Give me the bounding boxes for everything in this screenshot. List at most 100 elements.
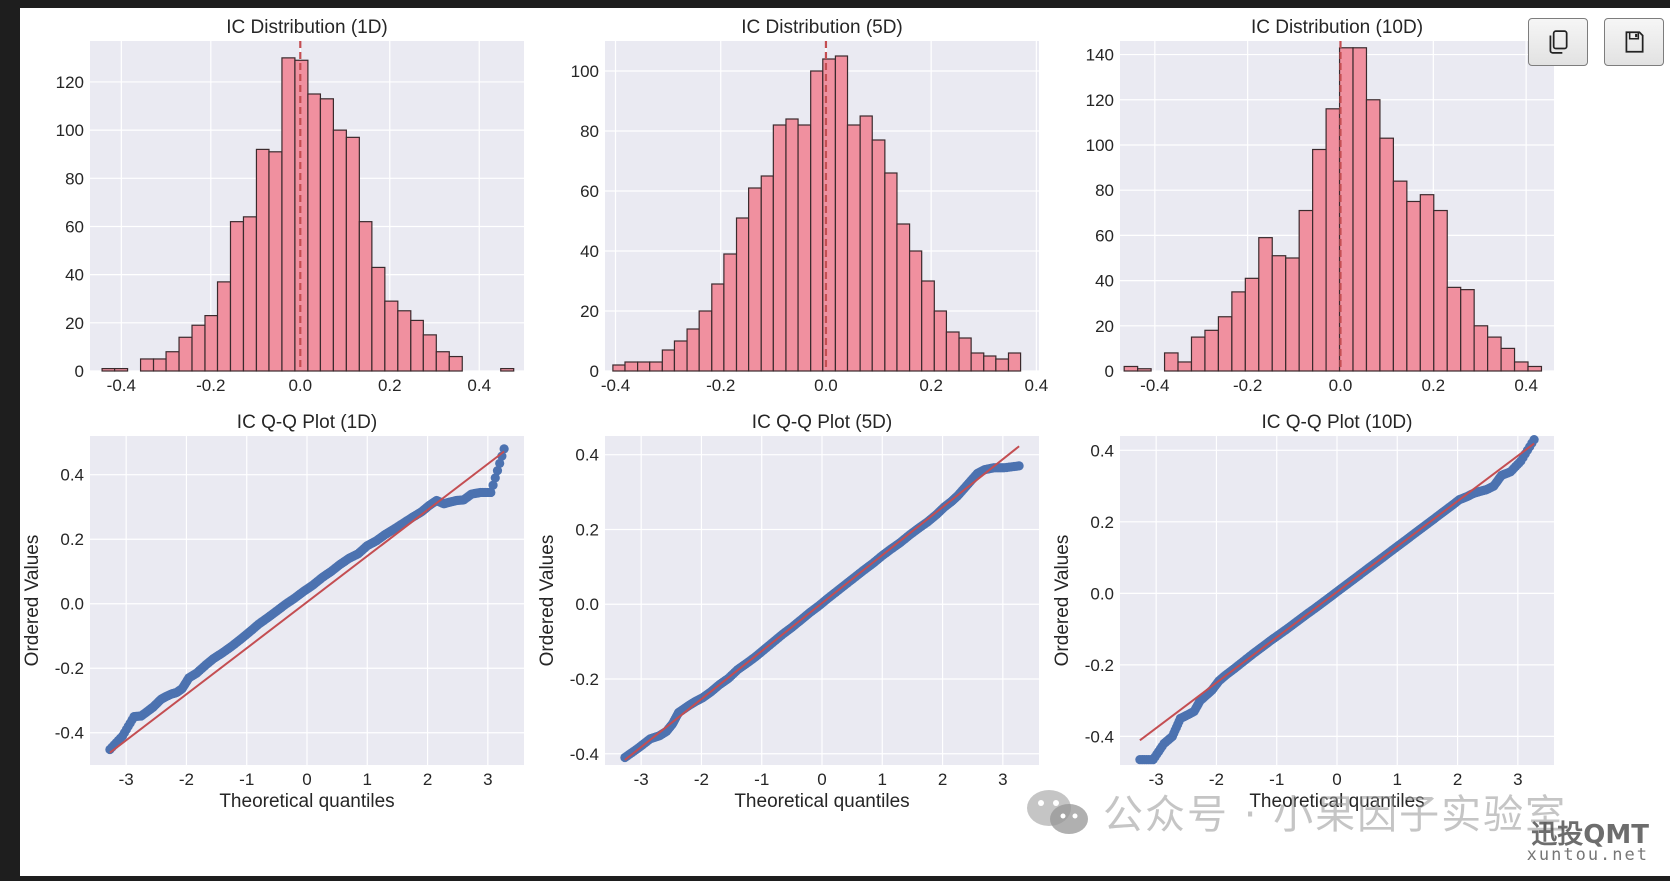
qq-fit-line [109,450,505,754]
x-tick-label: 0 [817,770,826,789]
y-tick-label: 100 [1086,136,1114,155]
y-tick-label: 40 [1095,272,1114,291]
x-tick-label: 0.4 [467,376,491,395]
x-tick-label: -0.4 [107,376,136,395]
histogram-bar [760,175,774,372]
histogram-bar [1177,361,1193,372]
histogram-bar [384,300,399,372]
histogram-bar [422,334,437,372]
qq-point [492,466,503,476]
histogram-bar [1298,209,1314,372]
y-tick-label: 100 [571,62,599,81]
x-tick-label: -1 [754,770,769,789]
histogram-bar [661,349,676,372]
histogram-bar [983,355,997,372]
histogram-bar [1352,47,1368,372]
histogram-bar [500,367,515,372]
chart-title: IC Q-Q Plot (1D) [237,412,377,433]
histogram-bar [970,352,985,372]
y-tick-label: -0.4 [1085,727,1114,746]
x-tick-label: -1 [1269,770,1284,789]
x-axis-label: Theoretical quantiles [1249,791,1424,812]
subplot-1: -0.4 -0.2 0.0 0.2 0.4 0 20 40 60 80 100 120 IC Distr… [56,17,524,395]
histogram-bar [785,118,799,372]
x-axis-label: Theoretical quantiles [734,791,909,812]
histogram-bar [995,358,1010,372]
histogram-bar [711,283,725,372]
histogram-bar [637,361,651,372]
chart-title: IC Distribution (5D) [741,17,903,38]
x-tick-label: -0.2 [1233,376,1262,395]
histogram-bar [1217,316,1233,372]
y-tick-label: -0.2 [55,659,84,678]
y-tick-label: 0 [1105,362,1114,381]
copy-icon [1549,30,1568,54]
x-tick-label: 3 [1513,770,1522,789]
qq-point [486,487,496,498]
output-toolbar [1528,18,1664,66]
histogram-bar [1392,180,1408,372]
histogram-bar [1190,336,1206,372]
y-tick-label: 100 [56,121,84,140]
y-tick-label: 0.2 [60,530,84,549]
y-tick-label: 0 [75,362,84,381]
histogram-bar [673,340,688,372]
x-tick-label: 0.0 [814,376,838,395]
qq-fit-line [1139,442,1535,742]
x-tick-label: 3 [483,770,492,789]
save-button[interactable] [1604,18,1664,66]
histogram-bar [410,319,424,372]
y-axis-label: Ordered Values [22,535,43,667]
chart-title: IC Distribution (10D) [1251,17,1423,38]
histogram-bar [859,115,873,372]
y-tick-label: 0.4 [1090,441,1114,460]
histogram-bar [698,310,713,372]
histogram-bar [139,358,155,372]
histogram-bar [612,364,626,372]
histogram-bar [1365,99,1381,372]
x-tick-label: 0.4 [1025,376,1049,395]
subplot-5: -3 -2 -1 0 1 2 3 -0.4 -0.2 0.0 0.2 0.4 IC Q-Q Plot (… [537,412,1039,812]
histogram-bar [1325,108,1341,372]
x-tick-label: 2 [1453,770,1462,789]
histogram-bar [268,151,283,372]
chart-title: IC Q-Q Plot (10D) [1262,412,1413,433]
x-tick-label: -0.2 [196,376,225,395]
y-tick-label: 120 [56,73,84,92]
x-tick-label: 2 [423,770,432,789]
histogram-bar [1244,277,1260,372]
histogram-bar [435,351,450,372]
histogram-bar [1500,347,1516,372]
y-tick-label: 0.0 [60,595,84,614]
histogram-bar [1258,237,1273,372]
x-tick-label: -0.2 [706,376,735,395]
histogram-bar [204,314,219,372]
subplot-2: -0.4 -0.2 0.0 0.2 0.4 0 20 40 60 80 100 IC Distribu… [571,17,1049,395]
x-tick-label: -2 [1209,770,1224,789]
y-tick-label: 0.4 [60,466,84,485]
histogram-bar [735,217,750,372]
histogram-bar [319,98,334,372]
y-tick-label: 60 [580,182,599,201]
x-tick-label: -0.4 [1140,376,1169,395]
y-tick-label: 120 [1086,91,1114,110]
qq-point [1014,461,1024,471]
histogram-bar [1163,352,1179,372]
histogram-bar [307,93,322,372]
histogram-bar [822,58,837,372]
y-tick-label: 0.2 [1090,513,1114,532]
x-tick-label: 3 [998,770,1007,789]
copy-button[interactable] [1528,18,1588,66]
y-axis-label: Ordered Values [537,535,558,667]
subplot-3: -0.4 -0.2 0.0 0.2 0.4 0 20 40 60 80 100 120 140 IC Di… [1086,17,1554,395]
histogram-bar [1513,361,1529,372]
subplot-6: -3 -2 -1 0 1 2 3 -0.4 -0.2 0.0 0.2 0.4 IC Q-Q Plot (… [1052,412,1554,812]
histogram-bar [1204,329,1220,372]
y-tick-label: 40 [580,242,599,261]
histogram-bar [165,351,180,372]
qq-point [488,480,498,490]
histogram-bar [1527,365,1543,372]
x-tick-label: 0 [1332,770,1341,789]
subplot-4: -3 -2 -1 0 1 2 3 -0.4 -0.2 0.0 0.2 0.4 IC Q-Q Plot (… [22,412,524,812]
